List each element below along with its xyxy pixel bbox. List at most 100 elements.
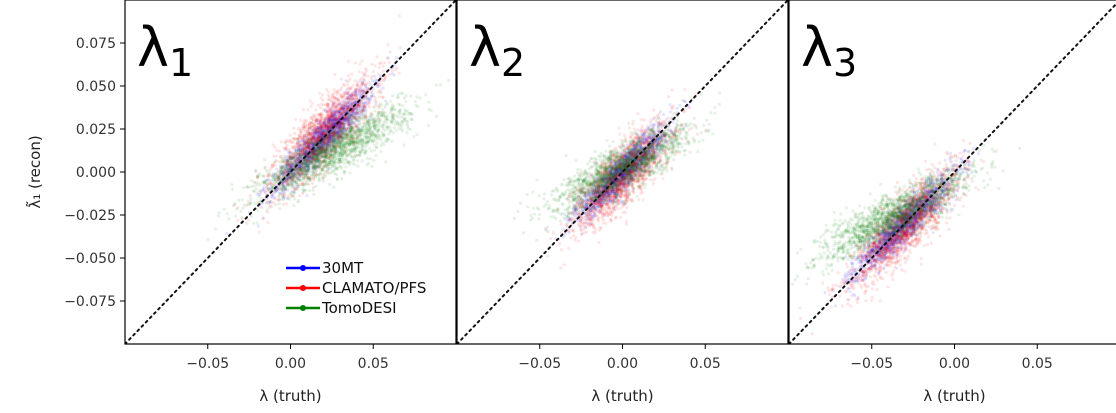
scatter-point bbox=[329, 137, 333, 141]
scatter-point bbox=[327, 117, 331, 121]
scatter-point bbox=[290, 189, 294, 193]
scatter-point bbox=[329, 121, 333, 125]
scatter-point bbox=[303, 158, 308, 162]
scatter-point bbox=[324, 129, 328, 133]
scatter-point bbox=[337, 110, 341, 114]
scatter-point bbox=[333, 123, 337, 127]
scatter-point bbox=[322, 120, 326, 124]
scatter-point bbox=[347, 105, 351, 109]
scatter-point bbox=[304, 158, 308, 162]
scatter-point bbox=[321, 98, 325, 102]
scatter-point bbox=[296, 198, 300, 203]
scatter-point bbox=[242, 203, 246, 207]
scatter-point bbox=[315, 136, 319, 140]
scatter-point bbox=[363, 145, 367, 149]
scatter-point bbox=[316, 139, 321, 143]
scatter-point bbox=[374, 153, 378, 158]
scatter-point bbox=[295, 154, 299, 158]
scatter-point bbox=[318, 129, 322, 134]
scatter-point bbox=[318, 145, 322, 149]
scatter-point bbox=[386, 102, 390, 106]
scatter-point bbox=[388, 50, 392, 54]
scatter-point bbox=[245, 221, 249, 225]
scatter-point bbox=[355, 126, 360, 130]
scatter-point bbox=[336, 126, 340, 130]
scatter-point bbox=[321, 147, 325, 151]
scatter-point bbox=[356, 83, 360, 87]
scatter-point bbox=[336, 137, 340, 141]
scatter-point bbox=[345, 92, 349, 96]
scatter-point bbox=[349, 99, 353, 103]
scatter-point bbox=[297, 143, 301, 147]
scatter-point bbox=[281, 185, 285, 189]
scatter-point bbox=[333, 139, 337, 143]
scatter-point bbox=[341, 120, 345, 124]
scatter-point bbox=[278, 169, 282, 173]
scatter-point bbox=[379, 149, 383, 154]
scatter-point bbox=[390, 72, 394, 76]
scatter-point bbox=[368, 82, 372, 86]
scatter-point bbox=[415, 95, 419, 99]
scatter-point bbox=[403, 117, 407, 121]
scatter-point bbox=[338, 110, 342, 114]
scatter-point bbox=[299, 165, 303, 169]
scatter-point bbox=[306, 161, 311, 165]
scatter-point bbox=[313, 153, 317, 157]
scatter-point bbox=[344, 153, 348, 157]
scatter-point bbox=[363, 83, 367, 87]
scatter-point bbox=[333, 138, 337, 142]
scatter-point bbox=[334, 112, 338, 116]
scatter-point bbox=[320, 122, 324, 126]
scatter-point bbox=[285, 177, 289, 181]
scatter-point bbox=[321, 130, 325, 135]
scatter-point bbox=[345, 133, 349, 137]
scatter-point bbox=[290, 158, 294, 162]
scatter-point bbox=[380, 140, 384, 144]
scatter-point bbox=[314, 108, 318, 112]
scatter-point bbox=[426, 123, 431, 128]
scatter-point bbox=[321, 127, 325, 131]
scatter-point bbox=[349, 94, 353, 98]
scatter-point bbox=[317, 128, 321, 132]
scatter-point bbox=[355, 153, 359, 157]
scatter-point bbox=[287, 154, 292, 158]
scatter-point bbox=[302, 151, 306, 155]
scatter-point bbox=[325, 124, 329, 128]
scatter-point bbox=[329, 132, 334, 136]
scatter-point bbox=[338, 157, 342, 162]
scatter-point bbox=[285, 177, 289, 181]
scatter-point bbox=[342, 83, 347, 87]
scatter-point bbox=[289, 176, 293, 180]
scatter-point bbox=[314, 130, 319, 134]
scatter-point bbox=[262, 185, 266, 189]
scatter-point bbox=[316, 151, 320, 155]
scatter-point bbox=[383, 61, 387, 65]
scatter-point bbox=[281, 202, 286, 206]
scatter-point bbox=[346, 74, 350, 78]
scatter-point bbox=[366, 118, 370, 122]
scatter-point bbox=[310, 152, 314, 156]
scatter-point bbox=[267, 206, 271, 210]
scatter-point bbox=[323, 124, 327, 128]
scatter-point bbox=[356, 142, 360, 146]
scatter-point bbox=[334, 132, 338, 136]
scatter-point bbox=[286, 167, 291, 171]
scatter-point bbox=[318, 147, 322, 151]
scatter-point bbox=[343, 106, 347, 110]
scatter-point bbox=[340, 112, 344, 116]
scatter-point bbox=[319, 132, 324, 136]
scatter-point bbox=[352, 107, 356, 112]
scatter-point bbox=[321, 139, 325, 143]
scatter-point bbox=[326, 122, 330, 126]
scatter-point bbox=[324, 123, 328, 127]
scatter-point bbox=[339, 77, 343, 81]
scatter-point bbox=[344, 105, 348, 109]
scatter-point bbox=[346, 114, 351, 118]
scatter-point bbox=[302, 119, 306, 123]
scatter-point bbox=[362, 78, 366, 82]
scatter-point bbox=[381, 107, 385, 111]
scatter-point bbox=[319, 142, 323, 146]
scatter-point bbox=[353, 121, 357, 125]
scatter-point bbox=[356, 110, 360, 114]
scatter-point bbox=[346, 104, 350, 108]
